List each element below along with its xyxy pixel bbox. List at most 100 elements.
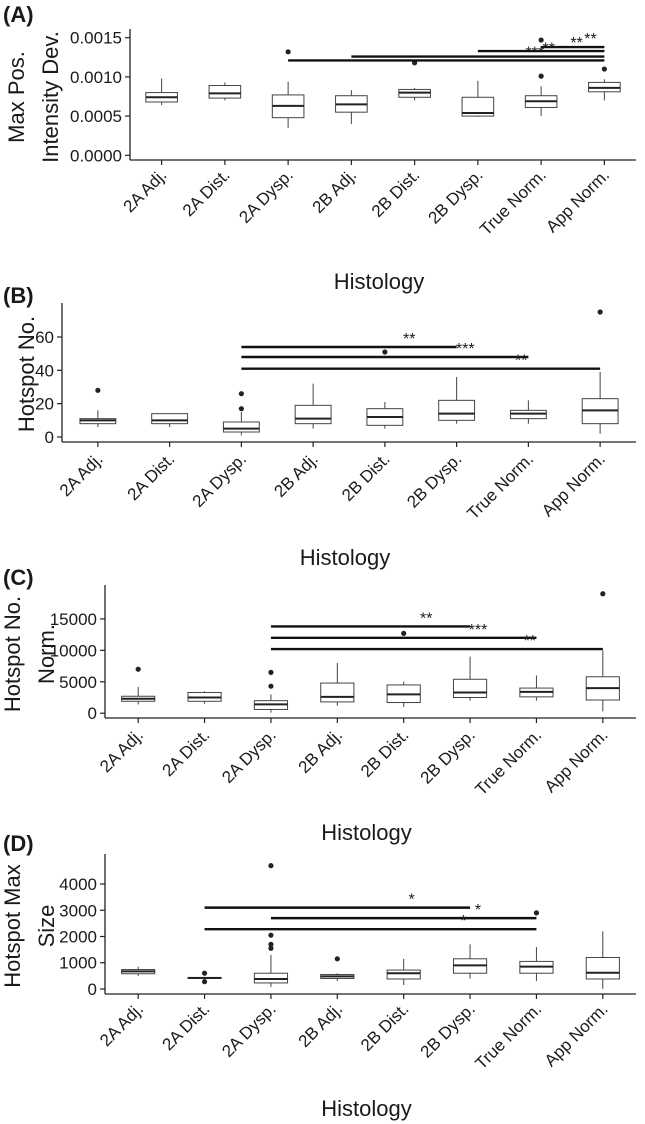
x-tick-label: 2A Adj. xyxy=(56,449,107,500)
y-tick-label: 2000 xyxy=(59,927,97,946)
box-iqr xyxy=(151,413,189,425)
outlier-point xyxy=(201,970,208,976)
x-tick-label: 2A Dist. xyxy=(179,165,234,220)
box-1 xyxy=(79,387,117,427)
box-7 xyxy=(519,910,554,982)
x-tick-label: 2B Adj. xyxy=(270,449,322,501)
outlier-point xyxy=(95,387,101,393)
outlier-point xyxy=(268,863,274,869)
box-2 xyxy=(208,82,242,101)
outlier-point xyxy=(268,932,274,938)
x-tick-label: 2B Adj. xyxy=(295,725,347,777)
box-iqr xyxy=(585,956,620,980)
x-tick-label: 2A Dist. xyxy=(159,725,214,780)
x-tick-label: 2B Dist. xyxy=(357,999,413,1055)
box-6 xyxy=(461,80,495,117)
box-3 xyxy=(253,669,289,713)
y-axis-title: Max Pos. Intensity Dev. xyxy=(4,31,63,163)
x-tick-label: True Norm. xyxy=(471,725,545,799)
x-tick-label: App Norm. xyxy=(541,999,612,1070)
outlier-point xyxy=(268,945,274,951)
box-iqr xyxy=(386,969,421,980)
significance-label: * xyxy=(409,892,415,909)
box-4 xyxy=(294,383,332,429)
outlier-point xyxy=(268,669,274,675)
x-tick-label: 2B Dysp. xyxy=(403,449,465,511)
y-tick-label: 0.0000 xyxy=(70,146,122,165)
x-axis-title: Histology xyxy=(300,545,390,570)
x-axis-title: Histology xyxy=(321,1096,411,1121)
box-5 xyxy=(366,349,404,429)
box-8 xyxy=(585,931,620,989)
outlier-point xyxy=(601,66,607,72)
significance-label: * xyxy=(460,913,466,930)
significance-label: ** xyxy=(524,633,536,650)
outlier-point xyxy=(201,979,208,985)
outlier-point xyxy=(597,309,603,315)
outlier-point xyxy=(135,666,141,672)
x-tick-label: 2A Dist. xyxy=(159,999,214,1054)
outlier-point xyxy=(538,37,544,43)
box-iqr xyxy=(294,404,332,425)
x-tick-label: 2B Dist. xyxy=(338,449,394,505)
x-tick-label: 2B Dysp. xyxy=(424,165,486,227)
y-tick-label: 0.0015 xyxy=(70,29,122,48)
x-tick-label: 2B Adj. xyxy=(309,165,361,217)
panel-label: (B) xyxy=(3,283,34,308)
y-tick-label: 1000 xyxy=(59,954,97,973)
significance-label: ** xyxy=(515,353,527,370)
box-3 xyxy=(222,391,260,436)
y-tick-label: 0.0005 xyxy=(70,107,122,126)
outlier-point xyxy=(268,941,274,947)
x-tick-label: 2B Adj. xyxy=(295,999,347,1051)
box-3 xyxy=(253,863,289,987)
box-8 xyxy=(585,591,620,712)
outlier-point xyxy=(238,391,244,397)
y-tick-label: 10000 xyxy=(50,641,97,660)
x-axis-title: Histology xyxy=(334,269,424,294)
box-1 xyxy=(121,666,156,705)
box-8 xyxy=(581,309,619,434)
x-tick-label: 2A Dysp. xyxy=(218,725,280,787)
x-tick-label: True Norm. xyxy=(476,165,550,239)
box-6 xyxy=(452,656,488,701)
y-tick-label: 5000 xyxy=(59,673,97,692)
panel-label: (A) xyxy=(3,2,34,27)
x-tick-label: 2B Dysp. xyxy=(417,725,479,787)
box-3 xyxy=(271,49,305,128)
significance-label: * xyxy=(475,902,481,919)
x-tick-label: 2A Adj. xyxy=(120,165,171,216)
y-tick-label: 3000 xyxy=(59,901,97,920)
x-tick-label: 2A Adj. xyxy=(96,725,147,776)
significance-label: ** xyxy=(584,31,596,48)
box-8 xyxy=(588,66,621,101)
x-tick-label: 2B Dist. xyxy=(357,725,413,781)
box-1 xyxy=(145,78,178,106)
box-iqr xyxy=(452,678,488,699)
box-2 xyxy=(187,691,222,704)
x-tick-label: 2B Dysp. xyxy=(417,999,479,1061)
significance-label: *** xyxy=(469,622,488,639)
box-5 xyxy=(386,630,421,707)
y-tick-label: 4000 xyxy=(59,875,97,894)
y-tick-label: 0 xyxy=(45,428,54,447)
x-tick-label: True Norm. xyxy=(463,449,537,523)
box-7 xyxy=(524,37,558,117)
x-tick-label: App Norm. xyxy=(541,725,612,796)
box-iqr xyxy=(438,399,476,421)
box-iqr xyxy=(461,96,495,117)
significance-label: ** xyxy=(542,41,554,58)
x-tick-label: 2A Dysp. xyxy=(218,999,280,1061)
box-6 xyxy=(452,944,488,979)
y-axis-title: Hotspot Max Size xyxy=(0,864,59,988)
box-7 xyxy=(509,400,547,424)
box-6 xyxy=(438,377,476,424)
significance-label: *** xyxy=(456,341,475,358)
box-5 xyxy=(386,958,421,986)
significance-label: ** xyxy=(403,331,415,348)
outlier-point xyxy=(285,49,291,55)
panel-label: (C) xyxy=(3,565,34,590)
